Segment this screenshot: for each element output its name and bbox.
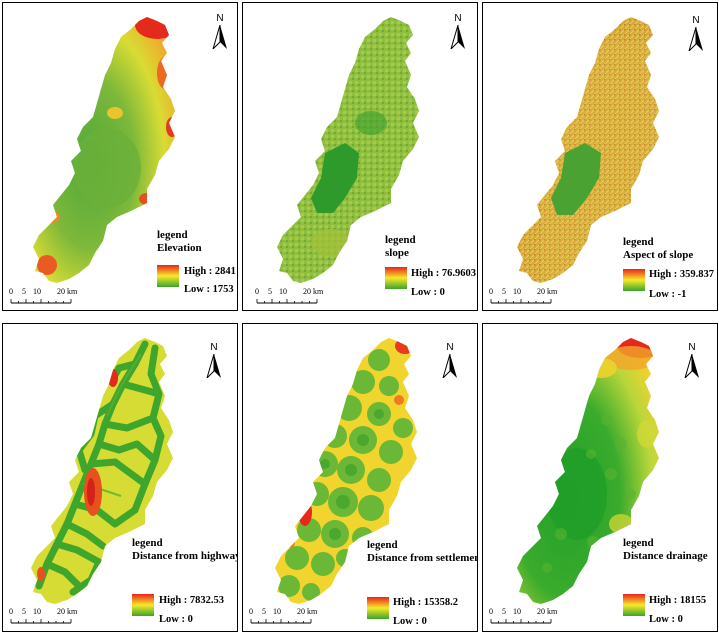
scale-bar: 0 5 10 20 km: [489, 287, 558, 304]
legend-title: legend: [385, 234, 416, 246]
legend-high-label: High : 2841: [184, 266, 236, 277]
legend-low-label: Low : -1: [649, 289, 687, 300]
legend: legend Elevation: [157, 229, 202, 255]
north-arrow-icon: N: [439, 342, 461, 378]
legend-subtitle: Distance drainage: [623, 550, 708, 562]
legend-low-label: Low : 0: [649, 614, 683, 625]
settlement-map: [275, 338, 417, 604]
map-panel-settlement: N legend Distance from settlement High :…: [242, 323, 478, 632]
legend-low-label: Low : 0: [159, 614, 193, 625]
map-panel-elevation: N legend Elevation High : 2841 Low : 175…: [2, 2, 238, 311]
legend-subtitle: slope: [385, 247, 409, 259]
scale-bar: 0 5 10 20 km: [255, 287, 324, 304]
elevation-map: [33, 17, 175, 283]
legend-low-label: Low : 1753: [184, 284, 234, 295]
legend-high-label: High : 359.837: [649, 269, 715, 280]
legend: legend Distance from highway: [132, 537, 238, 563]
legend-low-label: Low : 0: [393, 616, 427, 627]
north-arrow-icon: N: [447, 13, 469, 49]
legend-color-ramp: [623, 269, 645, 291]
legend-color-ramp: [132, 594, 154, 616]
north-arrow-icon: N: [681, 342, 703, 378]
highway-map: [31, 338, 173, 604]
map-panel-aspect: N legend Aspect of slope High : 359.837 …: [482, 2, 718, 311]
legend-subtitle: Distance from highway: [132, 550, 238, 562]
legend-title: legend: [132, 537, 163, 549]
aspect-map: [517, 17, 659, 283]
legend: legend slope: [385, 234, 416, 260]
map-panel-highway: N legend Distance from highway High : 78…: [2, 323, 238, 632]
legend-low-label: Low : 0: [411, 287, 445, 298]
scale-bar: 0 5 10 20 km: [249, 607, 318, 624]
legend-subtitle: Aspect of slope: [623, 249, 694, 261]
legend-high-label: High : 7832.53: [159, 595, 225, 606]
legend-high-label: High : 18155: [649, 595, 707, 606]
north-arrow-icon: N: [203, 342, 225, 378]
legend-subtitle: Distance from settlement: [367, 552, 478, 564]
north-arrow-icon: N: [209, 13, 231, 49]
legend: legend Aspect of slope: [623, 236, 693, 262]
legend-subtitle: Elevation: [157, 242, 202, 254]
legend-title: legend: [157, 229, 188, 241]
scale-bar: 0 5 10 20 km: [489, 607, 558, 624]
map-panel-drainage: N legend Distance drainage High : 18155 …: [482, 323, 718, 632]
legend: legend Distance from settlement: [367, 539, 478, 565]
legend-high-label: High : 76.9603: [411, 268, 477, 279]
drainage-map: [517, 338, 659, 604]
legend-color-ramp: [623, 594, 645, 616]
map-panel-slope: N legend slope High : 76.9603 Low : 0 0 …: [242, 2, 478, 311]
slope-map: [277, 17, 419, 283]
north-arrow-icon: N: [685, 15, 707, 51]
scale-bar: 0 5 10 20 km: [9, 287, 78, 304]
scale-bar: 0 5 10 20 km: [9, 607, 78, 624]
legend-color-ramp: [367, 597, 389, 619]
legend: legend Distance drainage: [623, 537, 708, 563]
legend-title: legend: [367, 539, 398, 551]
legend-color-ramp: [385, 267, 407, 289]
legend-color-ramp: [157, 265, 179, 287]
legend-title: legend: [623, 537, 654, 549]
legend-high-label: High : 15358.2: [393, 597, 459, 608]
legend-title: legend: [623, 236, 654, 248]
